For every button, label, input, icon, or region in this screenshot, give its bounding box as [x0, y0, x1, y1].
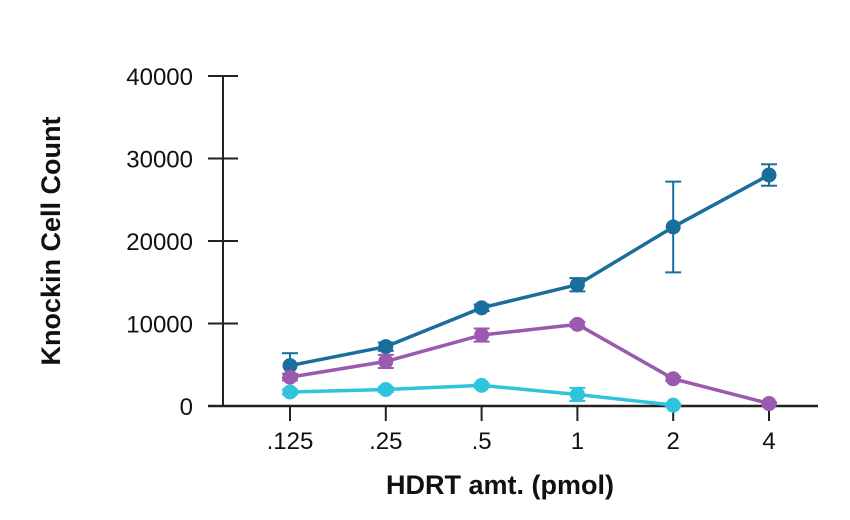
x-tick-label: 2	[667, 428, 680, 455]
data-point	[569, 386, 585, 402]
series-2	[282, 316, 777, 412]
series-3	[282, 377, 682, 413]
series-line	[289, 322, 770, 406]
x-tick-label: .25	[369, 428, 402, 455]
series-line	[289, 173, 770, 368]
y-tick-label: 30000	[126, 147, 193, 174]
data-point	[282, 384, 298, 400]
y-tick-label: 20000	[126, 229, 193, 256]
data-point	[474, 300, 490, 316]
data-point	[569, 277, 585, 293]
data-point	[282, 358, 298, 374]
data-point	[761, 396, 777, 412]
data-point	[665, 397, 681, 413]
y-axis-title: Knockin Cell Count	[36, 116, 66, 365]
data-point	[378, 353, 394, 369]
data-point	[474, 327, 490, 343]
data-point	[282, 369, 298, 385]
data-point	[474, 377, 490, 393]
data-point	[378, 382, 394, 397]
x-tick-label: 4	[762, 428, 775, 455]
y-tick-label: 0	[180, 394, 193, 421]
data-point	[378, 339, 394, 355]
series-layer	[282, 163, 777, 413]
x-axis-title: HDRT amt. (pmol)	[386, 470, 614, 500]
x-tick-label: .125	[267, 428, 314, 455]
data-point	[761, 167, 777, 183]
y-tick-label: 40000	[126, 64, 193, 91]
x-tick-label: 1	[571, 428, 584, 455]
data-point	[665, 371, 681, 387]
x-tick-label: .5	[472, 428, 492, 455]
y-tick-label: 10000	[126, 312, 193, 339]
data-point	[569, 316, 585, 332]
data-point	[665, 219, 681, 235]
axes: 0 10000 20000 30000 40000 .125 .25 .5 1 2 4	[126, 64, 818, 455]
series-1	[282, 163, 777, 379]
